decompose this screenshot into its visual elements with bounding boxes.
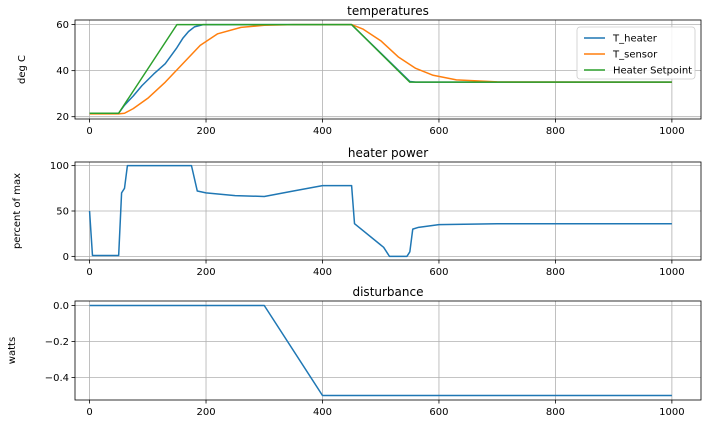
y-tick-label: 0.0 — [53, 301, 69, 312]
x-tick-label: 0 — [86, 267, 92, 278]
x-tick-label: 600 — [429, 267, 448, 278]
legend-entry: Heater Setpoint — [613, 66, 692, 77]
x-tick-label: 400 — [313, 407, 332, 418]
y-axis-label: percent of max — [12, 173, 23, 249]
x-tick-label: 800 — [546, 126, 565, 137]
series-line-0 — [89, 304, 672, 397]
subplot-2: 0 200 400 600 800 1000 0.0 −0.2 −0.4 disturbance w… — [7, 285, 702, 418]
subplot-1: 0 200 400 600 800 1000 0 50 100 heater power perce… — [12, 146, 702, 278]
x-tick-label: 1000 — [659, 267, 684, 278]
y-tick-label: 40 — [56, 66, 69, 77]
x-tick-label: 200 — [196, 407, 215, 418]
axes-frame — [74, 19, 702, 120]
chart-title: disturbance — [352, 285, 423, 299]
y-tick-label: −0.2 — [45, 337, 69, 348]
x-tick-label: 800 — [546, 267, 565, 278]
y-tick-label: 0 — [63, 252, 69, 263]
y-axis-label: watts — [7, 337, 18, 364]
x-tick-label: 1000 — [659, 126, 684, 137]
x-tick-label: 200 — [196, 267, 215, 278]
legend-box — [576, 26, 696, 80]
chart-title: heater power — [348, 146, 428, 160]
y-tick-label: −0.4 — [45, 373, 69, 384]
subplot-0: 0 200 400 600 800 1000 20 40 60 temperatures deg C… — [17, 4, 702, 137]
y-axis-label: deg C — [17, 55, 28, 84]
legend-entry: T_heater — [612, 34, 658, 45]
x-tick-label: 600 — [429, 126, 448, 137]
chart-title: temperatures — [347, 4, 429, 18]
y-tick-label: 50 — [56, 207, 69, 218]
legend-entry: T_sensor — [612, 50, 658, 61]
x-tick-label: 400 — [313, 267, 332, 278]
y-tick-label: 100 — [50, 161, 69, 172]
y-tick-label: 60 — [56, 20, 69, 31]
axes-frame — [74, 300, 702, 401]
y-tick-label: 20 — [56, 112, 69, 123]
x-tick-label: 200 — [196, 126, 215, 137]
x-tick-label: 800 — [546, 407, 565, 418]
legend: T_heater T_sensor Heater Setpoint — [576, 26, 696, 80]
x-tick-label: 0 — [86, 126, 92, 137]
x-tick-label: 400 — [313, 126, 332, 137]
x-tick-label: 0 — [86, 407, 92, 418]
x-tick-label: 600 — [429, 407, 448, 418]
x-tick-label: 1000 — [659, 407, 684, 418]
series-line-0 — [88, 164, 672, 258]
series-line-2 — [89, 23, 672, 114]
